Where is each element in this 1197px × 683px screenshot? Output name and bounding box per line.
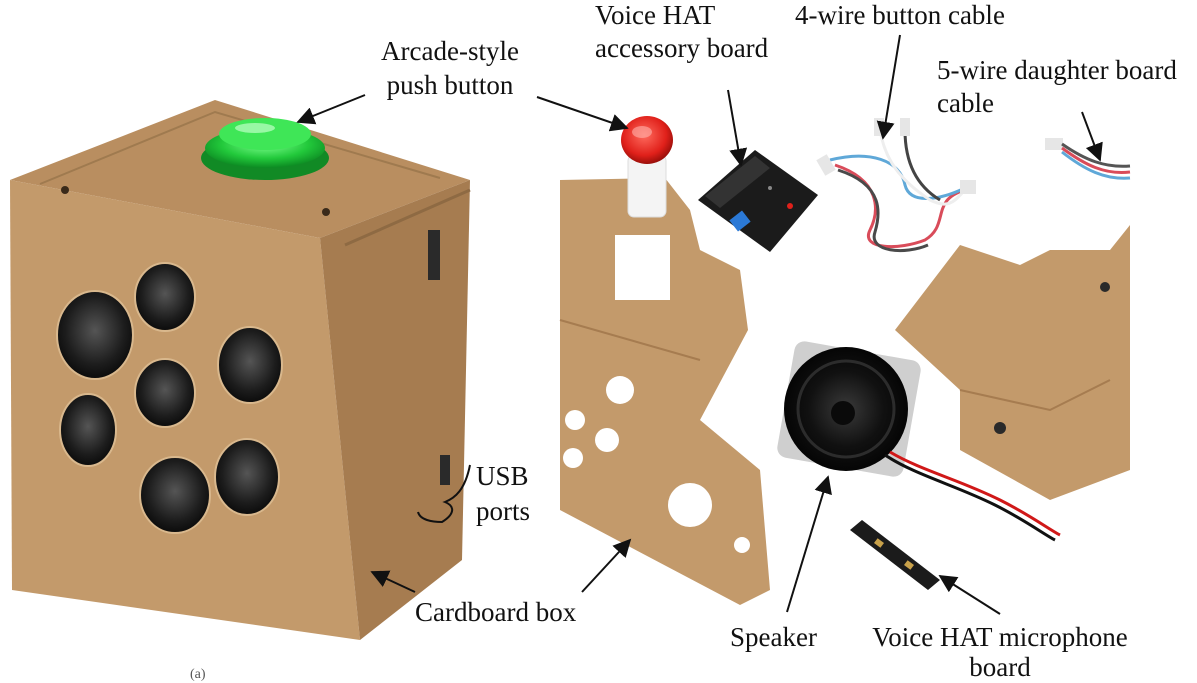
- green-arcade-button: [201, 118, 329, 180]
- label-daughter-cable-line2: cable: [937, 88, 994, 118]
- label-speaker: Speaker: [730, 622, 817, 652]
- panel-mark: (a): [190, 667, 206, 682]
- label-voice-hat-line1: Voice HAT: [595, 0, 716, 30]
- microphone-board: [850, 520, 940, 590]
- label-usb-line2: ports: [476, 496, 530, 526]
- cardboard-flat-left: [559, 178, 770, 605]
- label-button-cable: 4-wire button cable: [795, 0, 1005, 30]
- cardboard-cube: [10, 100, 471, 640]
- annotation-arrows: [296, 34, 1103, 615]
- button-cable: [816, 118, 976, 253]
- speaker: [777, 341, 1061, 542]
- label-arcade-button-line2: push button: [386, 70, 514, 100]
- label-arcade-button-line1: Arcade-style: [381, 36, 519, 66]
- red-arcade-button: [621, 116, 673, 218]
- label-mic-board-line1: Voice HAT microphone: [872, 622, 1128, 652]
- label-usb-line1: USB: [476, 461, 529, 491]
- voice-hat-board: [698, 150, 818, 252]
- label-cardboard-box: Cardboard box: [415, 597, 577, 627]
- label-voice-hat-line2: accessory board: [595, 33, 769, 63]
- cube-right-face: [320, 180, 470, 640]
- cardboard-flat-right: [895, 225, 1130, 500]
- daughter-cable: [1045, 138, 1131, 180]
- label-mic-board-line2: board: [969, 652, 1031, 682]
- label-daughter-cable-line1: 5-wire daughter board: [937, 55, 1177, 85]
